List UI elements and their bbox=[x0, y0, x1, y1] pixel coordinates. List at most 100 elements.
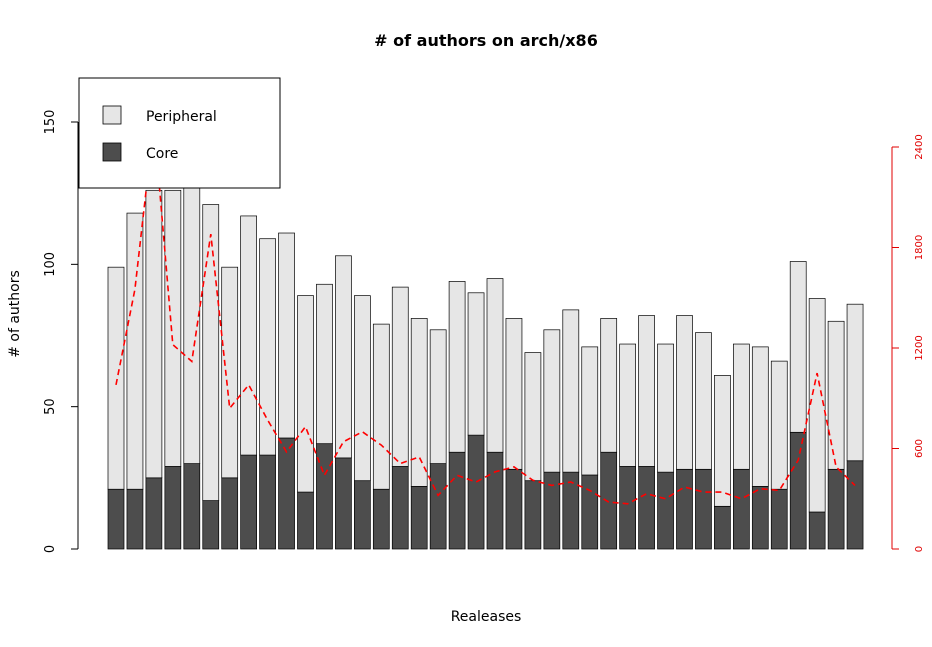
bars-group bbox=[107, 187, 864, 550]
y-axis-label: # of authors bbox=[7, 270, 23, 358]
bar-peripheral bbox=[505, 318, 523, 470]
bar-core bbox=[600, 451, 618, 550]
bar-core bbox=[297, 491, 314, 550]
bar-peripheral bbox=[410, 318, 428, 487]
bar-peripheral bbox=[695, 332, 712, 470]
bar-core bbox=[846, 460, 864, 550]
bar-peripheral bbox=[732, 343, 750, 470]
legend-label-peripheral: Peripheral bbox=[146, 109, 217, 125]
bar-peripheral bbox=[657, 343, 674, 473]
bar-core bbox=[372, 488, 390, 550]
bar-core bbox=[676, 468, 693, 550]
bar-core bbox=[278, 437, 295, 550]
legend-swatch-core bbox=[102, 142, 122, 162]
bar-core bbox=[562, 471, 580, 550]
bar-core bbox=[467, 434, 485, 550]
bar-core bbox=[808, 511, 826, 550]
bar-peripheral bbox=[789, 261, 807, 433]
bar-core bbox=[524, 480, 542, 550]
left-tick-label: 100 bbox=[43, 252, 58, 277]
bar-core bbox=[657, 471, 674, 550]
right-tick-label: 600 bbox=[914, 439, 925, 458]
bar-peripheral bbox=[202, 204, 220, 501]
bar-core bbox=[107, 488, 125, 550]
bar-core bbox=[789, 431, 807, 550]
bar-peripheral bbox=[846, 303, 864, 462]
bar-peripheral bbox=[808, 298, 826, 513]
bar-core bbox=[410, 486, 428, 550]
bar-peripheral bbox=[297, 295, 314, 493]
bar-peripheral bbox=[714, 375, 731, 507]
left-tick-label: 150 bbox=[43, 110, 58, 135]
bar-peripheral bbox=[372, 323, 390, 490]
bar-peripheral bbox=[562, 309, 580, 473]
bar-core bbox=[126, 488, 144, 550]
bar-core bbox=[619, 466, 637, 550]
bar-core bbox=[486, 451, 504, 550]
right-tick-label: 1200 bbox=[914, 335, 925, 360]
bar-peripheral bbox=[391, 286, 409, 467]
bar-core bbox=[335, 457, 352, 550]
bar-peripheral bbox=[543, 329, 561, 473]
bar-peripheral bbox=[638, 315, 655, 467]
bar-core bbox=[240, 454, 257, 550]
bar-core bbox=[354, 480, 371, 550]
bar-peripheral bbox=[164, 189, 182, 467]
bar-core bbox=[827, 468, 845, 550]
bar-core bbox=[751, 486, 769, 550]
right-y-axis: 0 600 1200 1800 2400 bbox=[891, 134, 925, 552]
bar-core bbox=[638, 466, 655, 550]
left-tick-label: 50 bbox=[43, 398, 58, 415]
left-tick-label: 0 bbox=[43, 545, 58, 553]
bar-peripheral bbox=[600, 318, 618, 453]
legend-swatch-peripheral bbox=[102, 105, 122, 125]
bar-core bbox=[164, 466, 182, 550]
bar-core bbox=[221, 477, 239, 550]
bar-core bbox=[732, 468, 750, 550]
bar-peripheral bbox=[581, 346, 599, 476]
bar-core bbox=[543, 471, 561, 550]
bar-core bbox=[259, 454, 276, 550]
legend-box bbox=[78, 77, 281, 189]
line-layer bbox=[115, 121, 856, 505]
bar-core bbox=[391, 466, 409, 550]
bar-core bbox=[183, 463, 201, 550]
bar-peripheral bbox=[524, 352, 542, 482]
bar-core bbox=[505, 468, 523, 550]
x-axis-label: Realeases bbox=[451, 609, 522, 625]
bar-peripheral bbox=[448, 281, 466, 453]
bar-peripheral bbox=[221, 266, 239, 479]
legend-label-core: Core bbox=[146, 146, 178, 162]
bar-core bbox=[429, 463, 447, 550]
bar-peripheral bbox=[827, 320, 845, 470]
bar-core bbox=[714, 505, 731, 550]
bar-core bbox=[448, 451, 466, 550]
bar-peripheral bbox=[316, 283, 333, 445]
line-series bbox=[115, 121, 856, 505]
bar-core bbox=[581, 474, 599, 550]
right-tick-label: 2400 bbox=[914, 134, 925, 159]
bar-core bbox=[202, 500, 220, 550]
right-tick-label: 1800 bbox=[914, 235, 925, 260]
bar-peripheral bbox=[335, 255, 352, 459]
bar-peripheral bbox=[259, 238, 276, 456]
bar-peripheral bbox=[354, 295, 371, 482]
bar-peripheral bbox=[107, 266, 125, 490]
bar-core bbox=[145, 477, 163, 550]
bar-peripheral bbox=[145, 189, 163, 479]
bar-core bbox=[695, 468, 712, 550]
bar-peripheral bbox=[240, 215, 257, 456]
legend: Peripheral Core bbox=[78, 77, 281, 189]
bar-peripheral bbox=[676, 315, 693, 470]
chart-title: # of authors on arch/x86 bbox=[374, 31, 598, 50]
bar-peripheral bbox=[486, 278, 504, 453]
bar-peripheral bbox=[278, 232, 295, 439]
left-y-axis: 0 50 100 150 bbox=[43, 110, 79, 553]
bar-peripheral bbox=[126, 212, 144, 490]
bar-core bbox=[770, 488, 788, 550]
right-tick-label: 0 bbox=[914, 546, 925, 552]
bar-peripheral bbox=[751, 346, 769, 487]
bar-peripheral bbox=[467, 292, 485, 436]
bar-peripheral bbox=[770, 360, 788, 490]
